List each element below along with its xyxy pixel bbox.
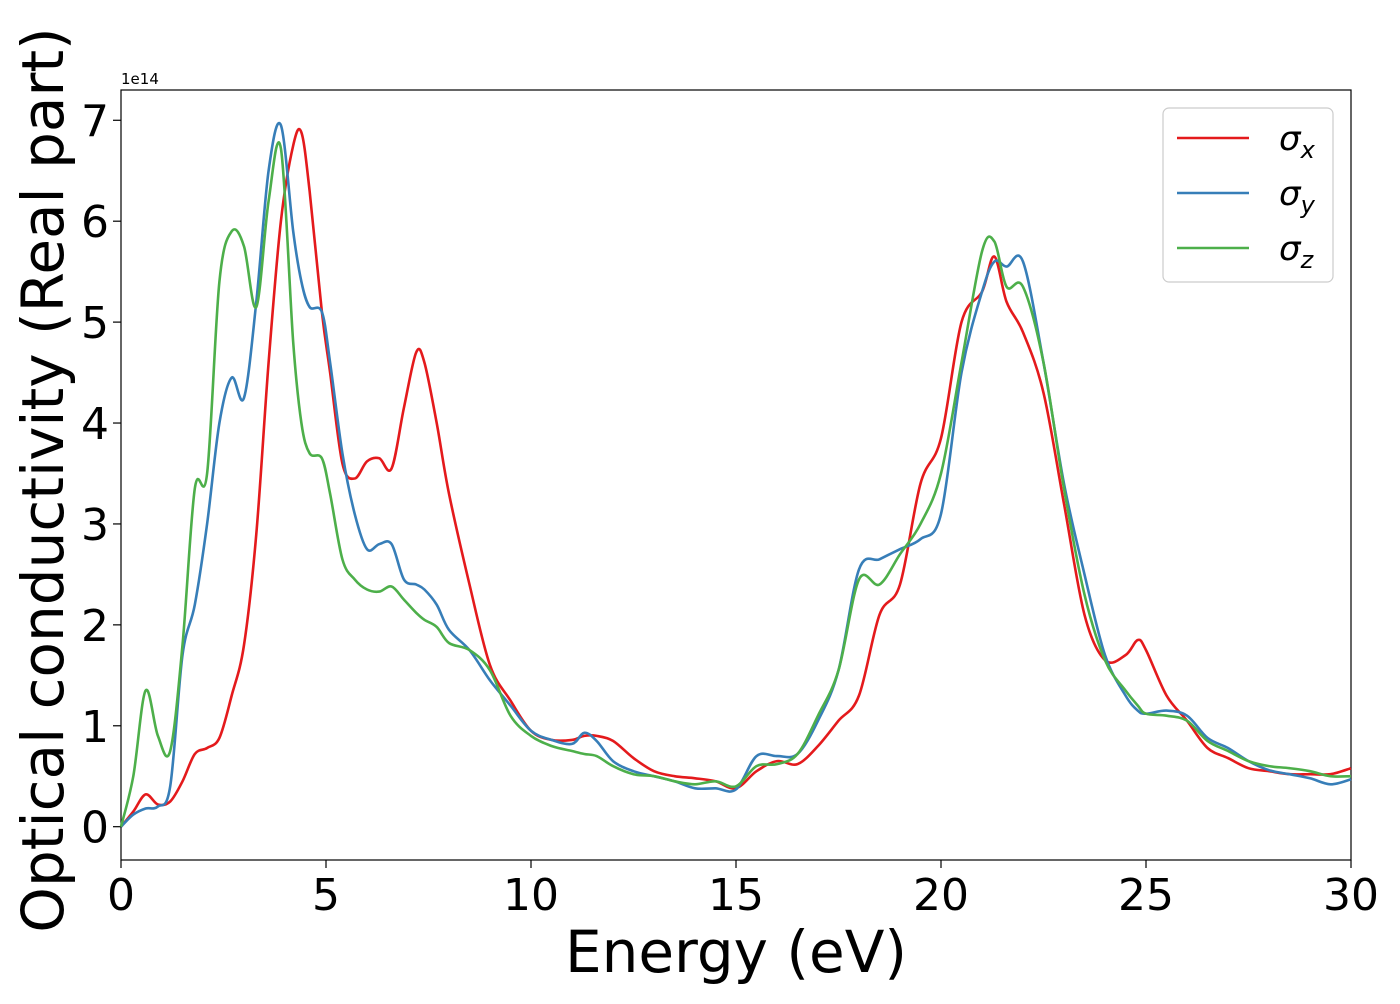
y-tick-label: 0: [81, 803, 109, 854]
legend-label: σz: [1279, 229, 1315, 274]
legend-label: σx: [1279, 119, 1316, 164]
x-tick-label: 15: [708, 870, 764, 921]
legend: σx σy σz: [1162, 107, 1334, 283]
x-axis-ticks: 0 5 10 15 20 25 30: [107, 860, 1379, 921]
x-tick-label: 30: [1323, 870, 1379, 921]
series-line-3: [119, 141, 1352, 828]
series-line-2: [120, 121, 1352, 828]
legend-label: σy: [1279, 174, 1316, 219]
y-tick-label: 5: [81, 298, 109, 349]
y-tick-label: 6: [81, 197, 109, 248]
x-tick-label: 5: [312, 870, 340, 921]
x-tick-label: 25: [1118, 870, 1174, 921]
y-tick-label: 4: [81, 399, 109, 450]
y-tick-label: 3: [81, 500, 109, 551]
y-axis-title: Optical conductivity (Real part): [9, 27, 77, 932]
y-axis-offset-label: 1e14: [121, 70, 159, 88]
y-tick-label: 7: [81, 96, 109, 147]
x-tick-label: 10: [503, 870, 559, 921]
y-tick-label: 1: [81, 702, 109, 753]
legend-box: [1162, 107, 1334, 283]
x-tick-label: 20: [913, 870, 969, 921]
x-tick-label: 0: [107, 870, 135, 921]
y-tick-label: 2: [81, 601, 109, 652]
series-lines: [119, 121, 1352, 828]
x-axis-title: Energy (eV): [565, 918, 907, 986]
y-axis-ticks: 0 1 2 3 4 5 6 7: [81, 96, 121, 854]
